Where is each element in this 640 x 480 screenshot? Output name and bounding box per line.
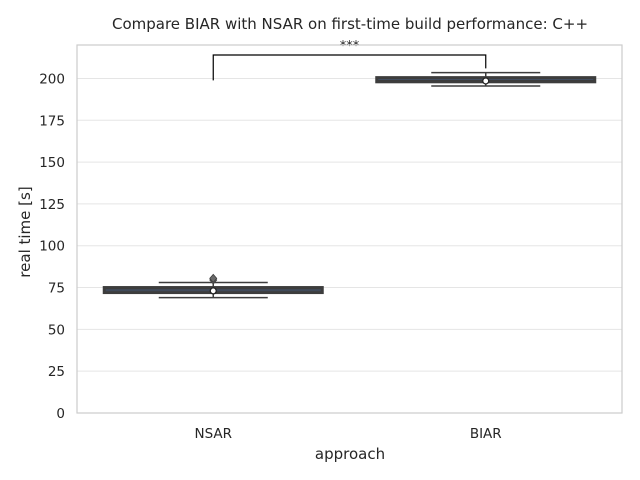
y-tick-label: 100 [39,239,65,255]
chart-title: Compare BIAR with NSAR on first-time bui… [112,15,588,33]
significance-bracket [212,54,487,81]
y-tick-label: 200 [39,71,65,87]
x-tick-label: BIAR [470,426,502,442]
y-tick-label: 175 [39,113,65,129]
x-axis-ticks: NSAR BIAR [194,426,501,442]
y-axis-label: real time [s] [16,186,34,277]
y-tick-label: 25 [48,364,65,380]
grid-lines [77,77,622,414]
y-axis-ticks: 0 25 50 75 100 125 150 175 200 [39,71,65,422]
y-tick-label: 150 [39,155,65,171]
x-tick-label: NSAR [194,426,232,442]
y-tick-label: 125 [39,197,65,213]
box-biar [375,71,597,87]
plot-frame [76,44,623,414]
mean-marker [482,77,490,85]
y-tick-label: 50 [48,322,65,338]
box-nsar [102,273,324,299]
y-tick-label: 75 [48,281,65,297]
x-axis-label: approach [315,445,385,463]
box-series [102,71,597,299]
significance-annotation: *** [212,39,487,81]
mean-marker [209,287,217,295]
significance-label: *** [340,39,360,54]
outlier-marker [209,273,218,283]
y-tick-label: 0 [56,406,65,422]
